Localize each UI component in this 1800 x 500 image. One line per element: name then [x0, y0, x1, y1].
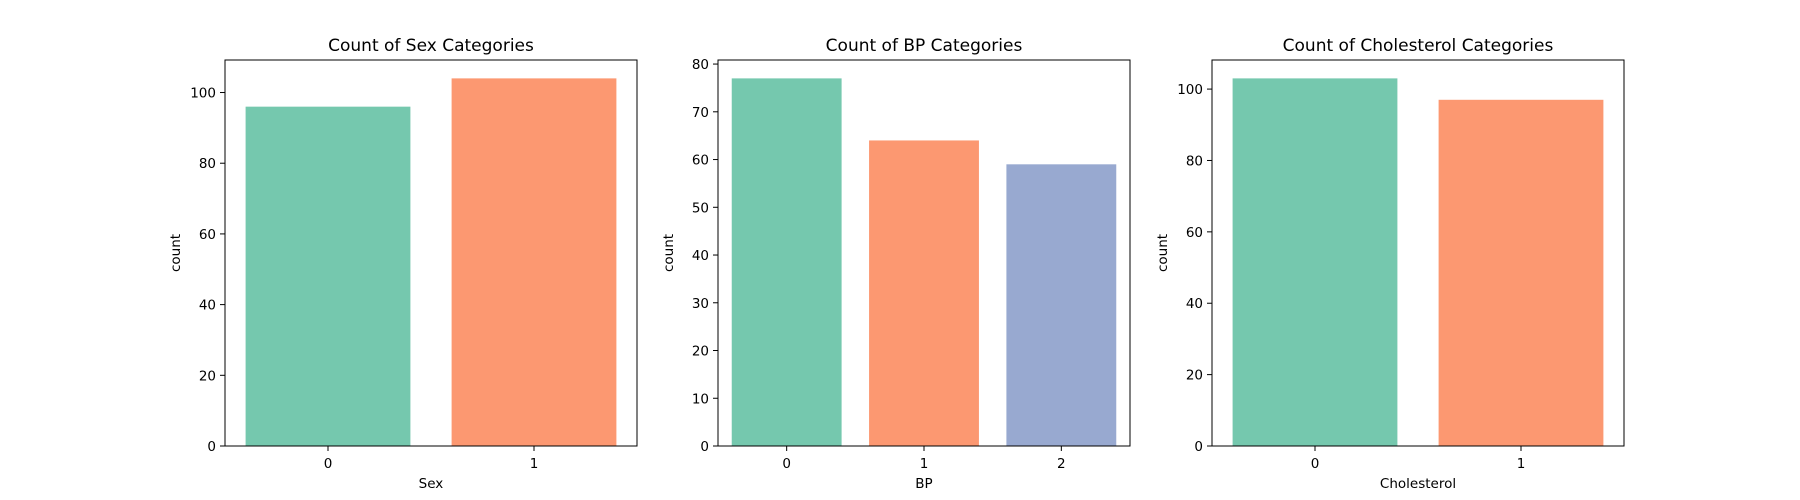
x-tick-label: 0	[1311, 456, 1320, 472]
y-tick-label: 30	[692, 296, 709, 312]
x-axis-label: BP	[915, 476, 932, 492]
chart-title: Count of BP Categories	[826, 36, 1023, 56]
y-tick-label: 60	[692, 153, 709, 169]
y-tick-label: 0	[700, 439, 709, 455]
bar[interactable]	[245, 106, 411, 447]
x-axis-label: Cholesterol	[1380, 476, 1456, 492]
plot-frame	[224, 59, 638, 447]
y-axis-label: count	[168, 234, 184, 272]
y-tick-label: 60	[199, 227, 216, 243]
y-axis-label: count	[1155, 234, 1171, 272]
y-tick-label: 80	[692, 57, 709, 73]
x-tick-label: 0	[324, 456, 333, 472]
x-tick-label: 1	[920, 456, 929, 472]
x-tick-label: 0	[782, 456, 791, 472]
bar[interactable]	[1232, 78, 1398, 446]
y-tick-label: 20	[1186, 368, 1203, 384]
bar[interactable]	[869, 140, 979, 446]
plot-frame	[1211, 59, 1625, 447]
bar[interactable]	[731, 78, 842, 446]
y-tick-label: 20	[692, 344, 709, 360]
y-tick-label: 40	[1186, 296, 1203, 312]
bar[interactable]	[1438, 99, 1604, 446]
y-tick-label: 70	[692, 105, 709, 121]
y-tick-label: 100	[1177, 82, 1203, 98]
x-tick-label: 1	[1517, 456, 1526, 472]
y-tick-label: 40	[692, 248, 709, 264]
chart-title: Count of Sex Categories	[328, 36, 534, 56]
y-tick-label: 20	[199, 368, 216, 384]
y-tick-label: 10	[692, 391, 709, 407]
x-tick-label: 2	[1057, 456, 1066, 472]
x-axis-label: Sex	[419, 476, 444, 492]
y-tick-label: 50	[692, 200, 709, 216]
y-tick-label: 100	[190, 86, 216, 102]
y-tick-label: 0	[1194, 439, 1203, 455]
y-tick-label: 0	[207, 439, 216, 455]
chart-title: Count of Cholesterol Categories	[1283, 36, 1554, 56]
bar[interactable]	[451, 78, 617, 446]
y-tick-label: 60	[1186, 225, 1203, 241]
y-tick-label: 80	[1186, 153, 1203, 169]
y-axis-label: count	[661, 234, 677, 272]
y-tick-label: 80	[199, 156, 216, 172]
y-tick-label: 40	[199, 298, 216, 314]
x-tick-label: 1	[530, 456, 539, 472]
bar[interactable]	[1006, 164, 1117, 446]
